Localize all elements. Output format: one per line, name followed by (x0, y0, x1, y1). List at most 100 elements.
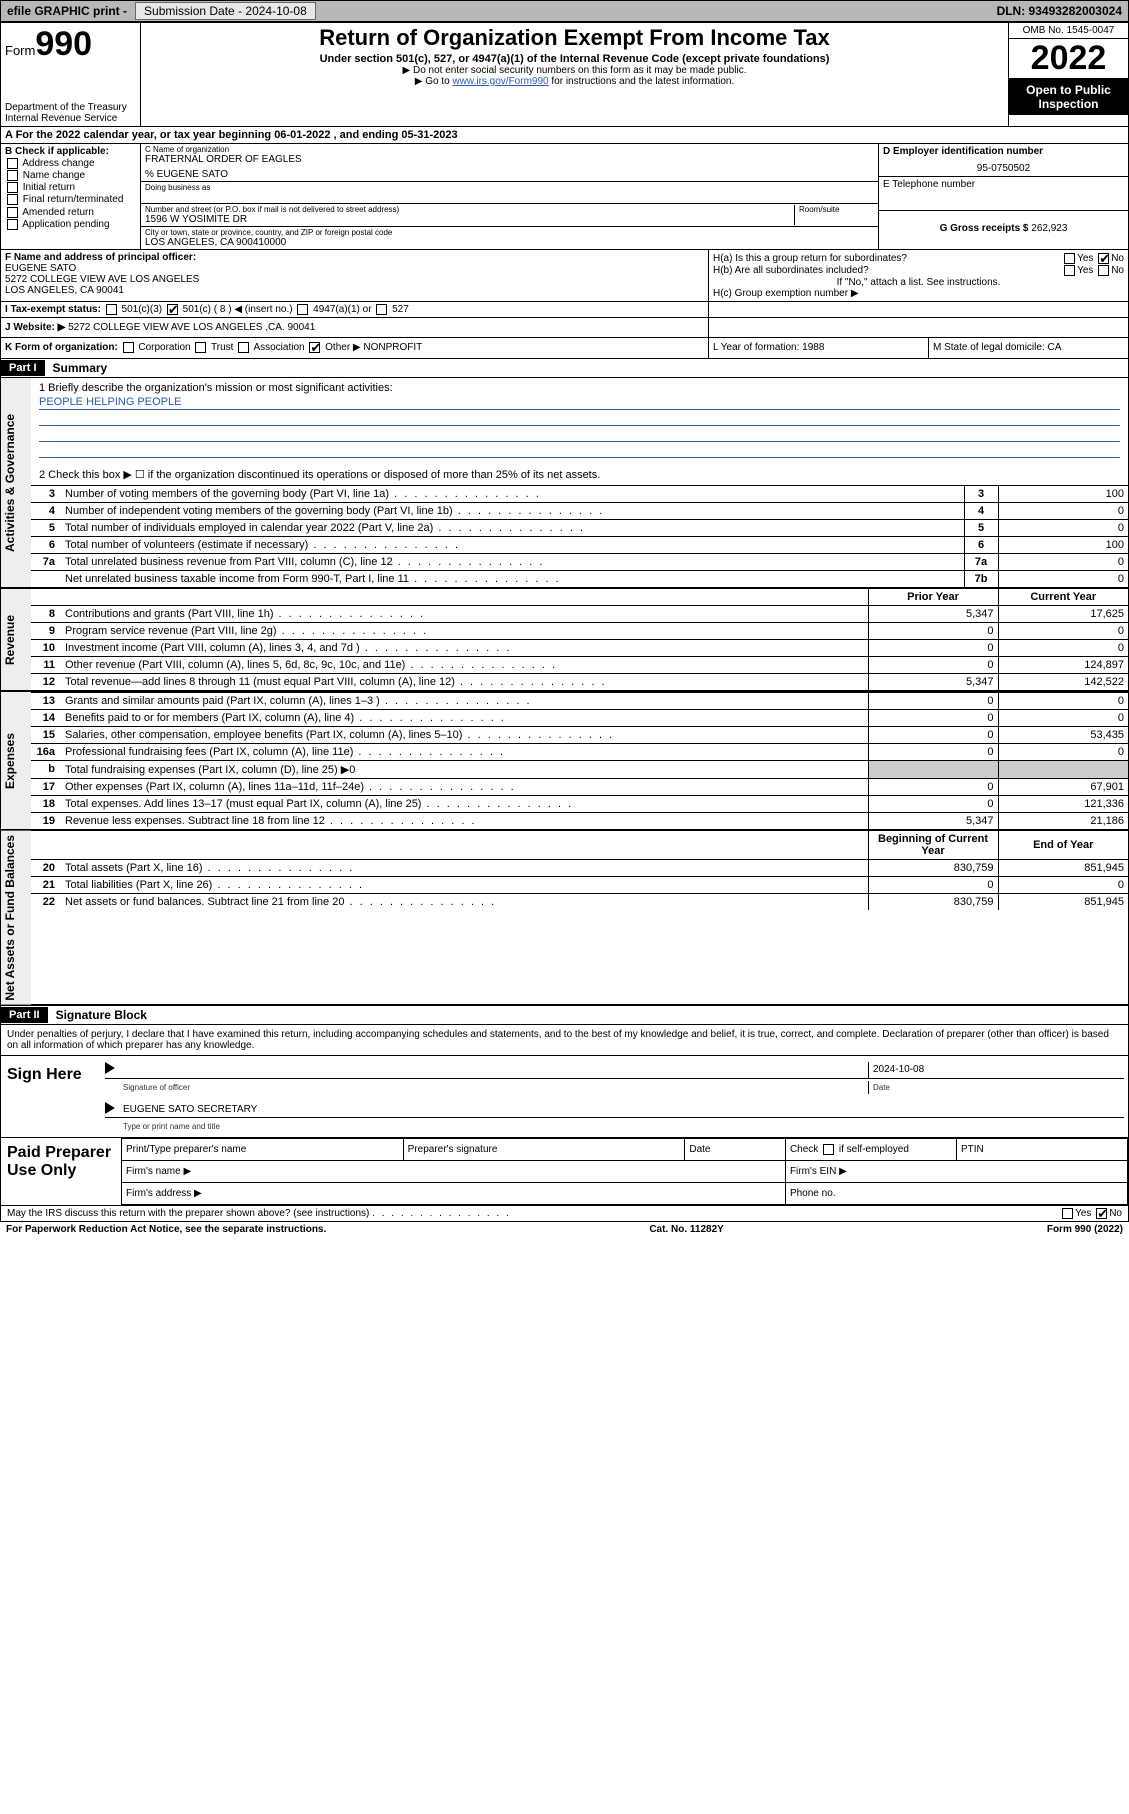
net-assets-table: Beginning of Current Year End of Year 20… (31, 831, 1128, 910)
chk-initial-return[interactable]: Initial return (5, 182, 136, 193)
line-desc: Other expenses (Part IX, column (A), lin… (61, 778, 868, 795)
line-desc: Total number of volunteers (estimate if … (61, 536, 964, 553)
chk-501c3[interactable] (106, 304, 117, 315)
chk-501c[interactable] (167, 304, 178, 315)
goto-suffix: for instructions and the latest informat… (549, 76, 735, 87)
hb-no-checkbox[interactable] (1098, 265, 1109, 276)
footer-left: For Paperwork Reduction Act Notice, see … (6, 1224, 326, 1235)
table-row: 21Total liabilities (Part X, line 26)00 (31, 876, 1128, 893)
table-row: Net unrelated business taxable income fr… (31, 570, 1128, 587)
triangle-icon (105, 1062, 115, 1074)
line-value: 0 (998, 519, 1128, 536)
line-number: 6 (31, 536, 61, 553)
table-row: 12Total revenue—add lines 8 through 11 (… (31, 673, 1128, 690)
dba-cell: Doing business as (141, 182, 878, 204)
officer-printed-name: EUGENE SATO SECRETARY (119, 1102, 1124, 1117)
chk-name-change[interactable]: Name change (5, 170, 136, 181)
website-label: J Website: ▶ (5, 322, 65, 333)
discuss-yes-checkbox[interactable] (1062, 1208, 1073, 1219)
block-fh: F Name and address of principal officer:… (0, 250, 1129, 302)
hb-yes-checkbox[interactable] (1064, 265, 1075, 276)
part-ii-header: Part II Signature Block (0, 1006, 1129, 1025)
chk-trust[interactable] (195, 342, 206, 353)
part-i-title: Summary (45, 359, 116, 377)
header-right: OMB No. 1545-0047 2022 Open to Public In… (1008, 23, 1128, 126)
form-org-label: K Form of organization: (5, 343, 118, 354)
footer-form: Form 990 (2022) (1047, 1224, 1123, 1235)
line-desc: Contributions and grants (Part VIII, lin… (61, 605, 868, 622)
ha-yes-checkbox[interactable] (1064, 253, 1075, 264)
phone-label: E Telephone number (883, 179, 975, 190)
dept-treasury: Department of the Treasury (5, 102, 136, 113)
line-number: 3 (31, 485, 61, 502)
ein-label: D Employer identification number (883, 146, 1043, 157)
line-number: 20 (31, 859, 61, 876)
prior-value: 0 (868, 778, 998, 795)
chk-other[interactable] (309, 342, 320, 353)
org-name: FRATERNAL ORDER OF EAGLES (145, 154, 874, 165)
box-b-title: B Check if applicable: (5, 146, 109, 157)
box-f: F Name and address of principal officer:… (1, 250, 708, 301)
page-footer: For Paperwork Reduction Act Notice, see … (0, 1222, 1129, 1237)
gross-label: G Gross receipts $ (940, 223, 1029, 234)
table-row: 16aProfessional fundraising fees (Part I… (31, 743, 1128, 760)
line-number: 14 (31, 709, 61, 726)
line-box: 7b (964, 570, 998, 587)
part-ii-title: Signature Block (48, 1006, 155, 1024)
form-990-number: 990 (35, 25, 92, 63)
chk-4947[interactable] (297, 304, 308, 315)
chk-amended[interactable]: Amended return (5, 207, 136, 218)
form-subtitle-3: ▶ Go to www.irs.gov/Form990 for instruct… (145, 76, 1004, 87)
side-net-assets: Net Assets or Fund Balances (1, 831, 31, 1005)
chk-address-change[interactable]: Address change (5, 158, 136, 169)
beginning-year-header: Beginning of Current Year (868, 831, 998, 860)
discuss-no-checkbox[interactable] (1096, 1208, 1107, 1219)
ein-cell: D Employer identification number 95-0750… (879, 144, 1128, 177)
row-a-tax-year: A For the 2022 calendar year, or tax yea… (0, 127, 1129, 144)
submission-date-button[interactable]: Submission Date - 2024-10-08 (135, 2, 316, 20)
current-value: 0 (998, 622, 1128, 639)
table-row: 14Benefits paid to or for members (Part … (31, 709, 1128, 726)
current-value: 124,897 (998, 656, 1128, 673)
block-bcd: B Check if applicable: Address change Na… (0, 144, 1129, 250)
prior-value: 830,759 (868, 859, 998, 876)
firm-address: Firm's address ▶ (122, 1183, 786, 1205)
form-header: Form990 Department of the Treasury Inter… (0, 22, 1129, 127)
box-b: B Check if applicable: Address change Na… (1, 144, 141, 249)
discuss-question: May the IRS discuss this return with the… (7, 1208, 369, 1219)
current-value: 121,336 (998, 795, 1128, 812)
table-row: 10Investment income (Part VIII, column (… (31, 639, 1128, 656)
line-desc: Total expenses. Add lines 13–17 (must eq… (61, 795, 868, 812)
prior-value: 0 (868, 639, 998, 656)
chk-527[interactable] (376, 304, 387, 315)
officer-addr1: 5272 COLLEGE VIEW AVE LOS ANGELES (5, 274, 704, 285)
chk-corp[interactable] (123, 342, 134, 353)
dln-label: DLN: 93493282003024 (991, 4, 1128, 18)
prep-row3: Firm's address ▶ Phone no. (122, 1183, 1128, 1205)
line-desc: Salaries, other compensation, employee b… (61, 726, 868, 743)
line-value: 0 (998, 553, 1128, 570)
prep-sig-hdr: Preparer's signature (403, 1139, 685, 1161)
table-row: 5Total number of individuals employed in… (31, 519, 1128, 536)
table-row: 11Other revenue (Part VIII, column (A), … (31, 656, 1128, 673)
tax-year-range: A For the 2022 calendar year, or tax yea… (5, 129, 458, 141)
ha-no-checkbox[interactable] (1098, 253, 1109, 264)
current-value: 142,522 (998, 673, 1128, 690)
line-number: 4 (31, 502, 61, 519)
chk-final-return[interactable]: Final return/terminated (5, 194, 136, 205)
row-i: I Tax-exempt status: 501(c)(3) 501(c) ( … (0, 302, 1129, 318)
city-cell: City or town, state or province, country… (141, 227, 878, 249)
officer-name-line: EUGENE SATO SECRETARY (105, 1102, 1124, 1118)
line-number: 19 (31, 812, 61, 829)
chk-app-pending[interactable]: Application pending (5, 219, 136, 230)
prior-value: 0 (868, 622, 998, 639)
ein-value: 95-0750502 (883, 163, 1124, 174)
hc-label: H(c) Group exemption number ▶ (713, 288, 1124, 299)
line-desc: Net unrelated business taxable income fr… (61, 570, 964, 587)
chk-assoc[interactable] (238, 342, 249, 353)
prior-value: 0 (868, 656, 998, 673)
header-middle: Return of Organization Exempt From Incom… (141, 23, 1008, 126)
line-desc: Other revenue (Part VIII, column (A), li… (61, 656, 868, 673)
chk-self-employed[interactable] (823, 1144, 834, 1155)
irs-link[interactable]: www.irs.gov/Form990 (452, 76, 548, 87)
